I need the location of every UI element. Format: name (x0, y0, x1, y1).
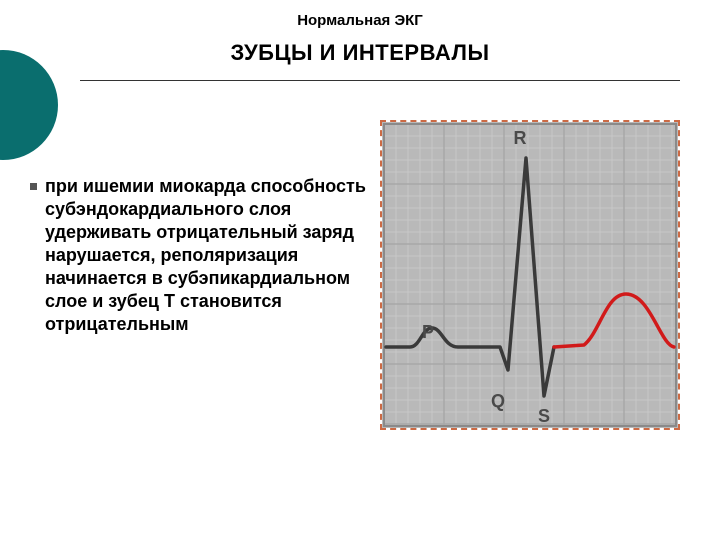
ecg-bg (382, 122, 678, 428)
bullet-item: при ишемии миокарда способность субэндок… (30, 175, 375, 336)
svg-text:R: R (514, 128, 527, 148)
bullet-block: при ишемии миокарда способность субэндок… (30, 175, 375, 336)
bullet-text: при ишемии миокарда способность субэндок… (45, 175, 375, 336)
page-title: ЗУБЦЫ И ИНТЕРВАЛЫ (0, 40, 720, 66)
bullet-marker (30, 183, 37, 190)
svg-text:P: P (422, 322, 434, 342)
decor-circle (0, 50, 58, 160)
svg-text:S: S (538, 406, 550, 426)
ecg-svg: P Q R S (382, 122, 678, 428)
svg-text:Q: Q (491, 391, 505, 411)
ecg-figure: P Q R S (380, 120, 680, 430)
subtitle: Нормальная ЭКГ (0, 12, 720, 29)
title-rule (80, 80, 680, 81)
